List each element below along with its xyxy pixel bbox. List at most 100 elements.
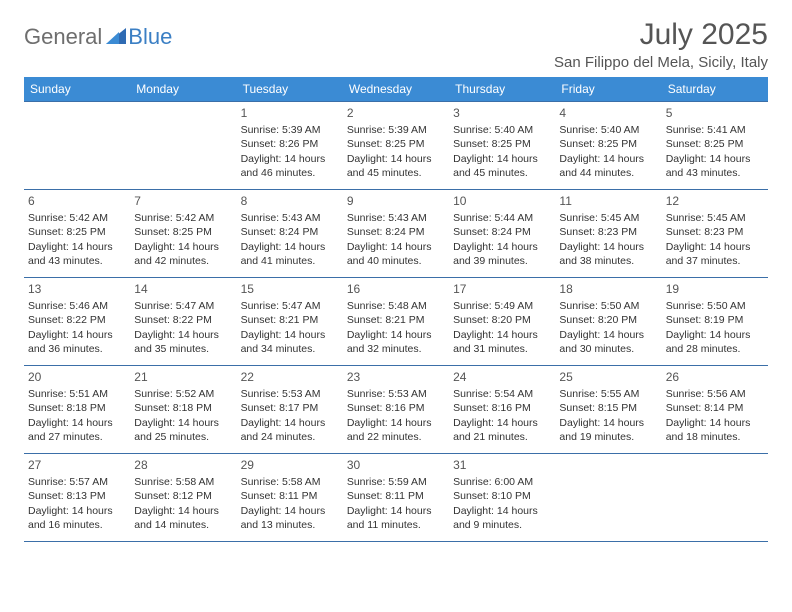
calendar-cell	[24, 102, 130, 190]
daylight-line: Daylight: 14 hours and 36 minutes.	[28, 328, 126, 356]
sunset-line: Sunset: 8:16 PM	[453, 401, 551, 415]
calendar-cell: 22Sunrise: 5:53 AMSunset: 8:17 PMDayligh…	[237, 366, 343, 454]
day-number: 19	[666, 281, 764, 297]
day-number: 25	[559, 369, 657, 385]
sunrise-line: Sunrise: 5:53 AM	[241, 387, 339, 401]
daylight-line: Daylight: 14 hours and 39 minutes.	[453, 240, 551, 268]
calendar-cell: 6Sunrise: 5:42 AMSunset: 8:25 PMDaylight…	[24, 190, 130, 278]
calendar-cell: 10Sunrise: 5:44 AMSunset: 8:24 PMDayligh…	[449, 190, 555, 278]
daylight-line: Daylight: 14 hours and 19 minutes.	[559, 416, 657, 444]
sunset-line: Sunset: 8:24 PM	[241, 225, 339, 239]
sunrise-line: Sunrise: 5:55 AM	[559, 387, 657, 401]
sunset-line: Sunset: 8:11 PM	[241, 489, 339, 503]
day-number: 2	[347, 105, 445, 121]
daylight-line: Daylight: 14 hours and 40 minutes.	[347, 240, 445, 268]
day-number: 5	[666, 105, 764, 121]
sunrise-line: Sunrise: 5:42 AM	[28, 211, 126, 225]
sunset-line: Sunset: 8:22 PM	[134, 313, 232, 327]
sunset-line: Sunset: 8:21 PM	[347, 313, 445, 327]
day-number: 30	[347, 457, 445, 473]
calendar-cell: 31 Sunrise: 6:00 AMSunset: 8:10 PMDayligh…	[449, 454, 555, 542]
sunrise-line: Sunrise: 5:56 AM	[666, 387, 764, 401]
sunset-line: Sunset: 8:20 PM	[559, 313, 657, 327]
calendar-cell: 3Sunrise: 5:40 AMSunset: 8:25 PMDaylight…	[449, 102, 555, 190]
sunset-line: Sunset: 8:25 PM	[134, 225, 232, 239]
day-number: 12	[666, 193, 764, 209]
calendar-table: Sunday Monday Tuesday Wednesday Thursday…	[24, 77, 768, 542]
calendar-cell: 1Sunrise: 5:39 AMSunset: 8:26 PMDaylight…	[237, 102, 343, 190]
sunset-line: Sunset: 8:24 PM	[453, 225, 551, 239]
calendar-cell: 13Sunrise: 5:46 AMSunset: 8:22 PMDayligh…	[24, 278, 130, 366]
sunrise-line: Sunrise: 5:50 AM	[559, 299, 657, 313]
calendar-cell: 4Sunrise: 5:40 AMSunset: 8:25 PMDaylight…	[555, 102, 661, 190]
day-number: 23	[347, 369, 445, 385]
sunrise-line: Sunrise: 5:45 AM	[559, 211, 657, 225]
sunrise-line: Sunrise: 5:58 AM	[241, 475, 339, 489]
sunrise-line: Sunrise: 5:46 AM	[28, 299, 126, 313]
daylight-line: Daylight: 14 hours and 13 minutes.	[241, 504, 339, 532]
daylight-line: Daylight: 14 hours and 44 minutes.	[559, 152, 657, 180]
daylight-line: Daylight: 14 hours and 11 minutes.	[347, 504, 445, 532]
daylight-line: Daylight: 14 hours and 9 minutes.	[453, 504, 551, 532]
calendar-cell: 23Sunrise: 5:53 AMSunset: 8:16 PMDayligh…	[343, 366, 449, 454]
sunrise-line: Sunrise: 5:53 AM	[347, 387, 445, 401]
calendar-week-row: 13Sunrise: 5:46 AMSunset: 8:22 PMDayligh…	[24, 278, 768, 366]
sunset-line: Sunset: 8:10 PM	[453, 489, 551, 503]
sunrise-line: Sunrise: 5:47 AM	[241, 299, 339, 313]
sunrise-line: Sunrise: 5:50 AM	[666, 299, 764, 313]
calendar-cell: 16Sunrise: 5:48 AMSunset: 8:21 PMDayligh…	[343, 278, 449, 366]
day-number: 27	[28, 457, 126, 473]
logo-text-blue: Blue	[128, 24, 172, 50]
sunset-line: Sunset: 8:23 PM	[666, 225, 764, 239]
day-number: 18	[559, 281, 657, 297]
day-header: Sunday	[24, 77, 130, 102]
daylight-line: Daylight: 14 hours and 43 minutes.	[28, 240, 126, 268]
location-subtitle: San Filippo del Mela, Sicily, Italy	[554, 54, 768, 71]
day-header: Monday	[130, 77, 236, 102]
daylight-line: Daylight: 14 hours and 42 minutes.	[134, 240, 232, 268]
calendar-week-row: 20Sunrise: 5:51 AMSunset: 8:18 PMDayligh…	[24, 366, 768, 454]
calendar-cell: 19 Sunrise: 5:50 AMSunset: 8:19 PMDayligh…	[662, 278, 768, 366]
daylight-line: Daylight: 14 hours and 14 minutes.	[134, 504, 232, 532]
logo: General Blue	[24, 18, 172, 50]
calendar-cell: 30Sunrise: 5:59 AMSunset: 8:11 PMDayligh…	[343, 454, 449, 542]
sunset-line: Sunset: 8:14 PM	[666, 401, 764, 415]
calendar-cell	[555, 454, 661, 542]
day-number: 20	[28, 369, 126, 385]
daylight-line: Daylight: 14 hours and 34 minutes.	[241, 328, 339, 356]
daylight-line: Daylight: 14 hours and 30 minutes.	[559, 328, 657, 356]
sunrise-line: Sunrise: 5:54 AM	[453, 387, 551, 401]
daylight-line: Daylight: 14 hours and 37 minutes.	[666, 240, 764, 268]
calendar-cell: 14Sunrise: 5:47 AMSunset: 8:22 PMDayligh…	[130, 278, 236, 366]
day-number: 6	[28, 193, 126, 209]
sunset-line: Sunset: 8:18 PM	[134, 401, 232, 415]
day-number: 4	[559, 105, 657, 121]
calendar-cell: 25Sunrise: 5:55 AMSunset: 8:15 PMDayligh…	[555, 366, 661, 454]
day-number: 26	[666, 369, 764, 385]
sunrise-line: Sunrise: 5:39 AM	[241, 123, 339, 137]
daylight-line: Daylight: 14 hours and 35 minutes.	[134, 328, 232, 356]
day-header-row: Sunday Monday Tuesday Wednesday Thursday…	[24, 77, 768, 102]
day-header: Thursday	[449, 77, 555, 102]
sunset-line: Sunset: 8:24 PM	[347, 225, 445, 239]
day-number: 1	[241, 105, 339, 121]
sunrise-line: Sunrise: 6:00 AM	[453, 475, 551, 489]
calendar-cell: 29Sunrise: 5:58 AMSunset: 8:11 PMDayligh…	[237, 454, 343, 542]
sunset-line: Sunset: 8:13 PM	[28, 489, 126, 503]
day-number: 8	[241, 193, 339, 209]
sunrise-line: Sunrise: 5:41 AM	[666, 123, 764, 137]
sunset-line: Sunset: 8:25 PM	[559, 137, 657, 151]
calendar-cell: 12Sunrise: 5:45 AMSunset: 8:23 PMDayligh…	[662, 190, 768, 278]
sunrise-line: Sunrise: 5:42 AM	[134, 211, 232, 225]
day-number: 3	[453, 105, 551, 121]
day-number: 31	[453, 457, 551, 473]
calendar-cell: 24Sunrise: 5:54 AMSunset: 8:16 PMDayligh…	[449, 366, 555, 454]
daylight-line: Daylight: 14 hours and 28 minutes.	[666, 328, 764, 356]
calendar-cell	[662, 454, 768, 542]
sunset-line: Sunset: 8:25 PM	[347, 137, 445, 151]
calendar-cell: 28Sunrise: 5:58 AMSunset: 8:12 PMDayligh…	[130, 454, 236, 542]
day-number: 11	[559, 193, 657, 209]
daylight-line: Daylight: 14 hours and 22 minutes.	[347, 416, 445, 444]
daylight-line: Daylight: 14 hours and 43 minutes.	[666, 152, 764, 180]
sunset-line: Sunset: 8:19 PM	[666, 313, 764, 327]
